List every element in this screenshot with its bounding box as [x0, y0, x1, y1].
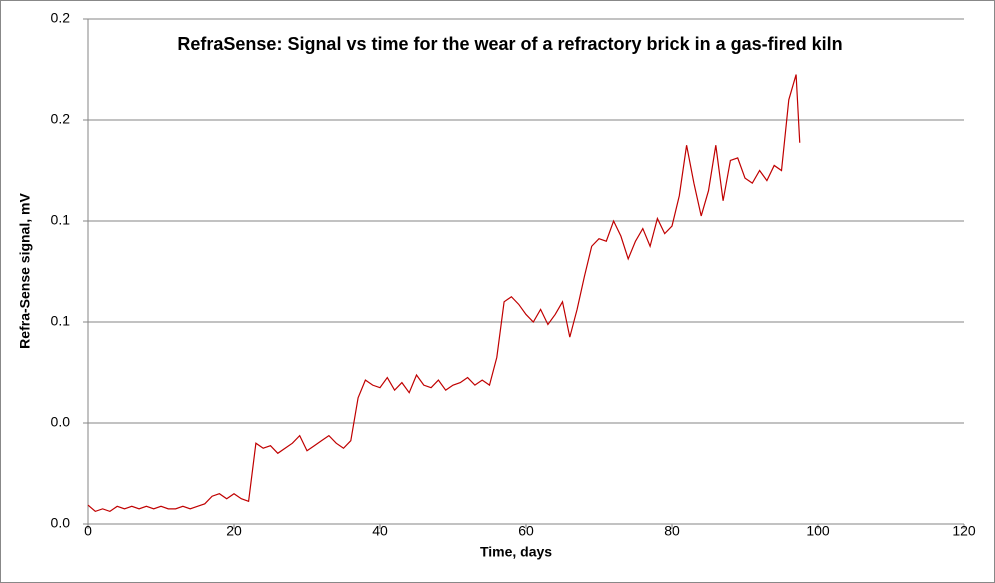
x-tick-label: 120 [952, 523, 976, 539]
y-tick-label: 0.1 [51, 212, 71, 228]
data-line [87, 74, 801, 513]
x-tick-label: 60 [518, 523, 534, 539]
x-tick-label: 80 [664, 523, 680, 539]
y-tick-label: 0.1 [51, 313, 71, 329]
y-tick-label: 0.0 [51, 515, 71, 531]
x-tick-label: 20 [226, 523, 242, 539]
x-tick-label: 40 [372, 523, 388, 539]
x-tick-label: 100 [806, 523, 830, 539]
x-axis-title: Time, days [480, 544, 552, 560]
y-tick-label: 0.0 [51, 414, 71, 430]
x-tick-label: 0 [84, 523, 92, 539]
y-tick-label: 0.2 [51, 111, 71, 127]
y-tick-label: 0.2 [51, 10, 71, 26]
chart-title: RefraSense: Signal vs time for the wear … [177, 34, 842, 54]
y-axis-title: Refra-Sense signal, mV [17, 193, 33, 349]
